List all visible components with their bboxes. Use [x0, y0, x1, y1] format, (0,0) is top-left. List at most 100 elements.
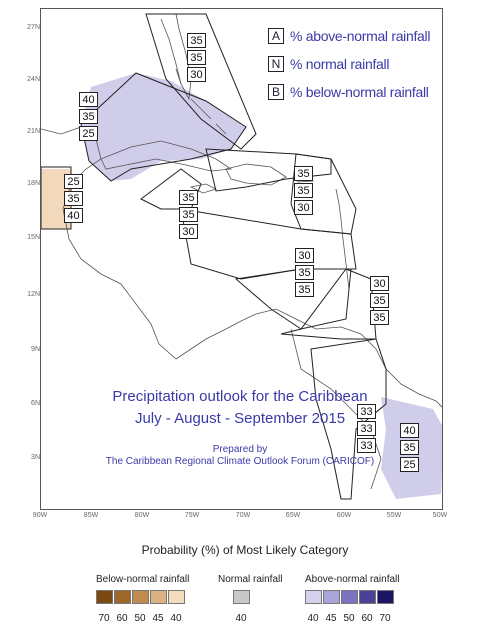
prepared-by-org: The Caribbean Regional Climate Outlook F… — [105, 456, 375, 467]
below-normal-tick: 45 — [152, 613, 164, 624]
normal-tick: 40 — [235, 613, 247, 624]
zone-windwards — [234, 268, 352, 330]
lat-label-3n: 3N — [31, 454, 40, 461]
prob-normal: 35 — [400, 440, 419, 455]
prob-normal: 35 — [64, 191, 83, 206]
lat-label-9n: 9N — [31, 346, 40, 353]
coast-cuba — [100, 140, 233, 172]
below-normal-shade-belize — [41, 169, 71, 229]
prob-above: 30 — [370, 276, 389, 291]
prob-normal: 35 — [294, 183, 313, 198]
legend-key-above: A — [268, 28, 284, 44]
lon-label-80w: 80W — [134, 512, 150, 519]
zone-belize — [41, 166, 72, 230]
prob-above: 35 — [179, 190, 198, 205]
colorbar-title: Probability (%) of Most Likely Category — [141, 543, 349, 557]
below-normal-tick: 60 — [116, 613, 128, 624]
legend-text-above: % above-normal rainfall — [290, 28, 431, 44]
prob-above: 35 — [187, 33, 206, 48]
prob-normal: 35 — [370, 293, 389, 308]
lon-label-90w: 90W — [32, 512, 48, 519]
prob-stack-guyana: 33 33 33 — [357, 404, 376, 455]
zone-bahamas — [145, 13, 257, 150]
legend-row-normal: N % normal rainfall — [268, 54, 389, 74]
legend-key-normal: N — [268, 56, 284, 72]
lon-label-65w: 65W — [285, 512, 301, 519]
map-title: Precipitation outlook for the Caribbean — [112, 388, 368, 405]
legend-text-below: % below-normal rainfall — [290, 84, 429, 100]
coast-hispaniola — [225, 163, 287, 186]
prob-stack-suriname: 40 35 25 — [400, 423, 419, 474]
map-canvas — [41, 13, 442, 500]
above-normal-swatch — [377, 590, 394, 604]
above-normal-tick: 45 — [325, 613, 337, 624]
prob-above: 33 — [357, 404, 376, 419]
above-normal-tick: 70 — [379, 613, 391, 624]
prob-below: 25 — [79, 126, 98, 141]
prob-above: 35 — [294, 166, 313, 181]
prob-below: 40 — [64, 208, 83, 223]
below-normal-swatch — [150, 590, 167, 604]
prob-above: 40 — [400, 423, 419, 438]
lat-label-15n: 15N — [27, 234, 40, 241]
prob-normal: 35 — [295, 265, 314, 280]
prob-stack-windwards: 30 35 35 — [295, 248, 314, 299]
lat-label-18n: 18N — [27, 180, 40, 187]
above-normal-tick: 60 — [361, 613, 373, 624]
prob-below: 35 — [370, 310, 389, 325]
below-normal-swatch — [132, 590, 149, 604]
above-normal-tick: 50 — [343, 613, 355, 624]
lat-label-27n: 27N — [27, 24, 40, 31]
prepared-by: Prepared by — [212, 444, 268, 455]
below-normal-swatch — [96, 590, 113, 604]
prob-stack-cuba: 40 35 25 — [79, 92, 98, 143]
coast-lesser-antilles — [335, 188, 350, 290]
legend-row-below: B % below-normal rainfall — [268, 82, 429, 102]
prob-below: 30 — [187, 67, 206, 82]
zone-guyana — [310, 338, 387, 500]
prob-above: 30 — [295, 248, 314, 263]
legend-row-above: A % above-normal rainfall — [268, 26, 430, 46]
map-period: July - August - September 2015 — [134, 410, 346, 427]
prob-below: 33 — [357, 438, 376, 453]
above-normal-swatch — [323, 590, 340, 604]
prob-below: 30 — [179, 224, 198, 239]
coast-south-america — [240, 308, 442, 408]
lon-label-70w: 70W — [235, 512, 251, 519]
below-normal-swatch — [114, 590, 131, 604]
below-normal-tick: 40 — [170, 613, 182, 624]
prob-below: 25 — [400, 457, 419, 472]
above-normal-swatch — [305, 590, 322, 604]
below-normal-tick: 70 — [98, 613, 110, 624]
category-legend: A % above-normal rainfall N % normal rai… — [264, 22, 434, 112]
lat-label-6n: 6N — [31, 400, 40, 407]
prob-stack-bahamas: 35 35 30 — [187, 33, 206, 84]
lat-label-21n: 21N — [27, 128, 40, 135]
lon-label-85w: 85W — [83, 512, 99, 519]
lat-label-24n: 24N — [27, 76, 40, 83]
above-normal-label: Above-normal rainfall — [305, 574, 400, 585]
prob-stack-jamaica: 35 35 30 — [179, 190, 198, 241]
legend-key-below: B — [268, 84, 284, 100]
prob-normal: 35 — [179, 207, 198, 222]
above-normal-tick: 40 — [307, 613, 319, 624]
prob-stack-barbados: 30 35 35 — [370, 276, 389, 327]
below-normal-swatch — [168, 590, 185, 604]
prob-below: 35 — [295, 282, 314, 297]
zone-cuba — [80, 72, 247, 182]
lon-label-75w: 75W — [184, 512, 200, 519]
below-normal-tick: 50 — [134, 613, 146, 624]
prob-above: 40 — [79, 92, 98, 107]
above-normal-shade-cuba — [81, 73, 246, 181]
lon-label-60w: 60W — [336, 512, 352, 519]
coast-florida — [160, 13, 192, 101]
lon-label-55w: 55W — [386, 512, 402, 519]
prob-stack-northern-leewards: 35 35 30 — [294, 166, 313, 217]
prob-normal: 33 — [357, 421, 376, 436]
coast-central-america — [41, 126, 242, 360]
normal-swatch — [233, 590, 250, 604]
prob-stack-belize: 25 35 40 — [64, 174, 83, 225]
prob-above: 25 — [64, 174, 83, 189]
legend-text-normal: % normal rainfall — [290, 56, 390, 72]
above-normal-swatch — [341, 590, 358, 604]
